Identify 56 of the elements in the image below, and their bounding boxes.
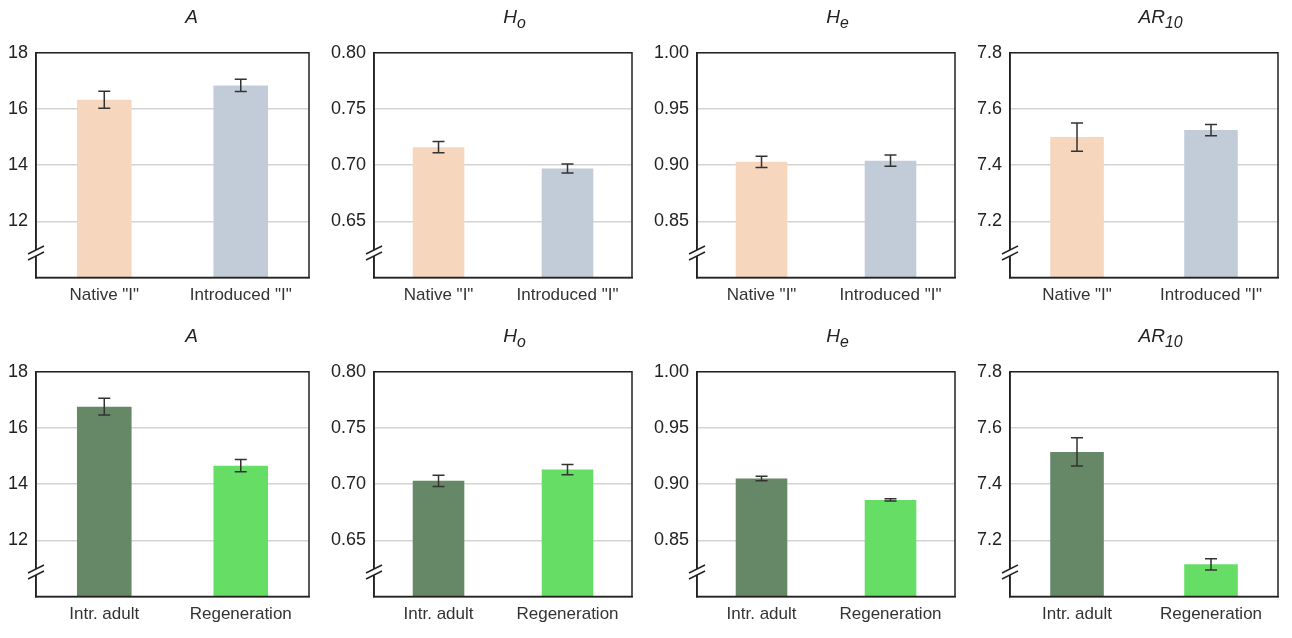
x-tick-label: Introduced "I" [189,285,292,305]
y-tick-label: 7.2 [976,529,1003,550]
y-tick-label: 0.70 [330,473,367,494]
y-tick-label: 14 [7,473,29,494]
y-tick-label: 7.6 [976,416,1003,437]
x-tick-label: Regeneration [1159,604,1263,624]
y-tick-label: 0.85 [653,210,690,231]
chart-title: H$_{e}$ [825,5,850,33]
y-tick-label: 0.65 [330,210,367,231]
chart-title: H$_{o}$ [502,5,527,33]
y-tick-label: 18 [7,41,29,62]
x-tick-label: Introduced "I" [1160,285,1262,305]
x-tick-label: Regeneration [189,604,292,624]
x-tick-label: Native "I" [69,285,140,305]
y-tick-label: 0.65 [330,529,367,550]
chart-title: AR$_{10}$ [1137,5,1184,33]
x-tick-label: Intr. adult [726,604,797,624]
y-tick-label: 0.70 [330,154,367,175]
chart-title: A [183,5,199,29]
y-tick-label: 0.85 [653,529,690,550]
chart-title: A [183,324,199,348]
chart-title: AR$_{10}$ [1137,324,1184,352]
x-tick-label: Introduced "I" [516,285,619,305]
x-tick-label: Native "I" [726,285,797,305]
y-tick-label: 1.00 [653,360,690,381]
y-tick-label: 12 [7,210,29,231]
y-tick-label: 7.2 [976,210,1003,231]
y-tick-label: 7.8 [976,41,1003,62]
x-tick-label: Introduced "I" [839,285,942,305]
y-tick-label: 0.75 [330,97,367,118]
y-tick-label: 7.6 [976,97,1003,118]
x-tick-label: Intr. adult [1042,604,1113,624]
x-tick-label: Regeneration [516,604,619,624]
y-tick-label: 0.90 [653,154,690,175]
x-tick-label: Intr. adult [403,604,474,624]
y-tick-label: 0.80 [330,360,367,381]
x-tick-label: Native "I" [403,285,474,305]
y-tick-label: 7.4 [976,473,1003,494]
x-tick-label: Regeneration [839,604,942,624]
y-tick-label: 7.4 [976,154,1003,175]
chart-title: H$_{o}$ [502,324,527,352]
y-tick-label: 0.75 [330,416,367,437]
y-tick-label: 0.80 [330,41,367,62]
y-tick-label: 0.95 [653,97,690,118]
y-tick-label: 16 [7,97,29,118]
x-tick-label: Native "I" [1042,285,1112,305]
y-tick-label: 0.95 [653,416,690,437]
y-tick-label: 14 [7,154,29,175]
y-tick-label: 1.00 [653,41,690,62]
x-tick-label: Intr. adult [69,604,140,624]
chart-title: H$_{e}$ [825,324,850,352]
y-tick-label: 12 [7,529,29,550]
y-tick-label: 7.8 [976,360,1003,381]
y-tick-label: 18 [7,360,29,381]
y-tick-label: 0.90 [653,473,690,494]
y-tick-label: 16 [7,416,29,437]
